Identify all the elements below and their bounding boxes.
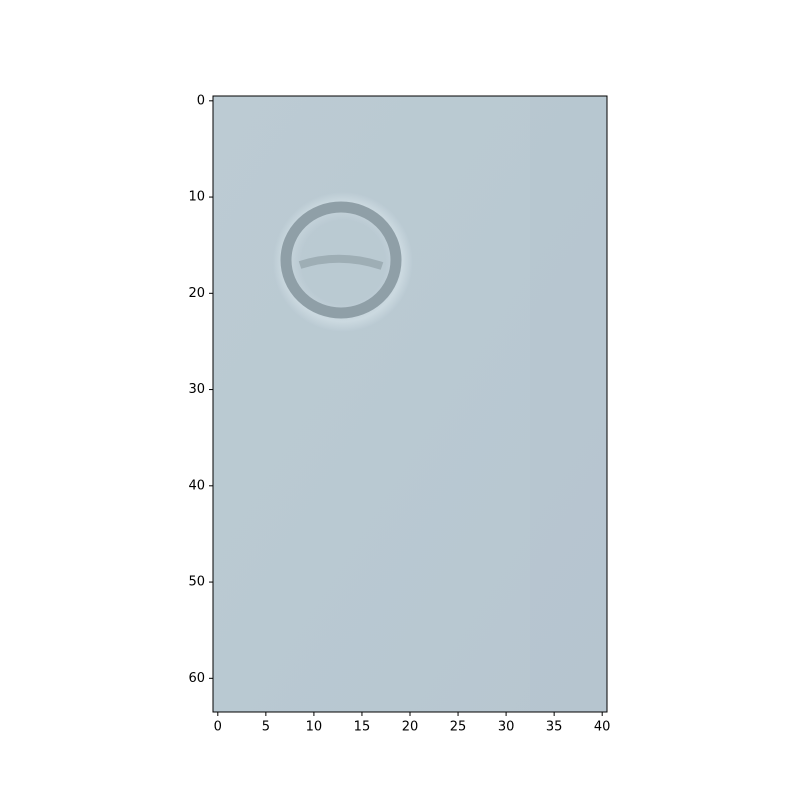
x-tick-label: 40 <box>594 720 611 735</box>
y-tick-label: 20 <box>188 286 205 301</box>
x-tick-label: 30 <box>498 720 515 735</box>
y-tick-label: 60 <box>188 671 205 686</box>
x-tick-label: 15 <box>354 720 371 735</box>
x-tick-label: 35 <box>546 720 563 735</box>
x-tick-label: 5 <box>262 720 270 735</box>
y-tick-label: 40 <box>188 478 205 493</box>
y-tick-label: 30 <box>188 382 205 397</box>
y-tick-label: 10 <box>188 190 205 205</box>
x-tick-label: 20 <box>402 720 419 735</box>
ring <box>280 201 402 319</box>
image-area <box>212 95 608 713</box>
ring-bar <box>298 254 384 270</box>
x-tick-label: 0 <box>214 720 222 735</box>
x-tick-label: 25 <box>450 720 467 735</box>
x-tick-label: 10 <box>306 720 323 735</box>
image-shade <box>530 96 607 712</box>
y-tick-label: 50 <box>188 575 205 590</box>
image <box>213 96 607 712</box>
y-tick-label: 0 <box>197 93 205 108</box>
